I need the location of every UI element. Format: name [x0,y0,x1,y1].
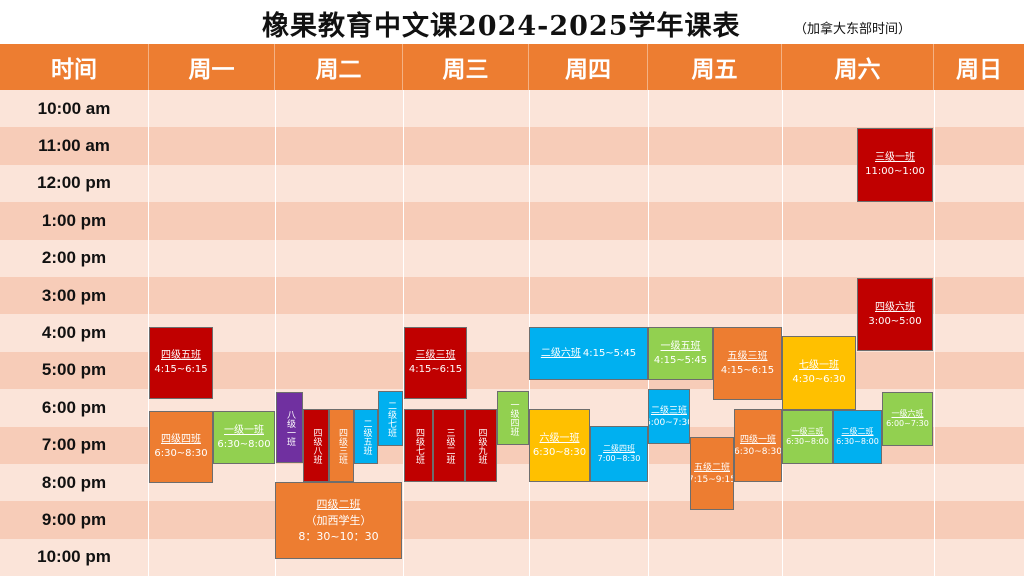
time-label: 3:00 pm [41,285,107,305]
class-block[interactable]: 三级二班 [433,409,465,482]
header-sunday: 周日 [934,44,1024,90]
class-block[interactable]: 四级三班 [329,409,354,482]
class-block[interactable]: 三级三班 4:15~6:15 [404,327,467,399]
time-label: 2:00 pm [41,248,107,268]
time-label: 11:00 am [38,136,110,156]
class-block[interactable]: 四级二班 （加西学生） 8：30~10：30 [275,482,402,559]
header-wednesday: 周三 [403,44,529,90]
class-block[interactable]: 四级四班 6:30~8:30 [149,411,213,483]
header-friday: 周五 [648,44,782,90]
class-block[interactable]: 四级七班 [404,409,433,482]
time-label: 8:00 pm [41,472,107,492]
header-time: 时间 [0,44,149,90]
time-label: 1:00 pm [41,210,107,230]
page-title: 橡果教育中文课2024-2025学年课表 [262,11,741,42]
title-bar: 橡果教育中文课2024-2025学年课表 （加拿大东部时间） [0,0,1024,44]
class-block[interactable]: 八级一班 [276,392,303,463]
class-block[interactable]: 一级六班 6:00~7:30 [882,392,933,446]
time-label: 10:00 pm [37,547,111,567]
class-block[interactable]: 一级一班 6:30~8:00 [213,411,275,464]
time-label: 6:00 pm [41,397,107,417]
class-block[interactable]: 五级三班 4:15~6:15 [713,327,782,400]
time-label: 9:00 pm [41,510,107,530]
class-block[interactable]: 三级一班 11:00~1:00 [857,128,933,202]
class-block[interactable]: 二级七班 [378,391,403,446]
class-block[interactable]: 二级二班 6:30~8:00 [833,410,882,464]
class-block[interactable]: 一级四班 [497,391,529,445]
class-block[interactable]: 七级一班 4:30~6:30 [782,336,856,410]
time-label: 10:00 am [37,98,111,118]
time-label: 4:00 pm [41,323,107,343]
time-label: 5:00 pm [41,360,107,380]
class-block[interactable]: 四级五班 4:15~6:15 [149,327,213,399]
header-thursday: 周四 [529,44,648,90]
class-block[interactable]: 五级二班 7:15~9:15 [690,437,734,510]
header-tuesday: 周二 [275,44,403,90]
header-saturday: 周六 [782,44,934,90]
class-block[interactable]: 二级五班 [354,409,378,464]
class-block[interactable]: 二级四班 7:00~8:30 [590,426,648,482]
header-monday: 周一 [149,44,275,90]
class-block[interactable]: 六级一班 6:30~8:30 [529,409,590,482]
class-block[interactable]: 四级九班 [465,409,497,482]
class-block[interactable]: 二级六班 4:15~5:45 [529,327,648,380]
time-label: 12:00 pm [37,173,111,193]
class-block[interactable]: 四级一班 6:30~8:30 [734,409,782,482]
class-block[interactable]: 二级三班 6:00~7:30 [648,389,690,444]
class-block[interactable]: 四级八班 [303,409,329,482]
class-block[interactable]: 一级五班 4:15~5:45 [648,327,713,380]
time-label: 7:00 pm [41,435,107,455]
timezone-note: （加拿大东部时间） [794,22,912,37]
class-block[interactable]: 一级三班 6:30~8:00 [782,410,833,464]
class-block[interactable]: 四级六班 3:00~5:00 [857,278,933,351]
